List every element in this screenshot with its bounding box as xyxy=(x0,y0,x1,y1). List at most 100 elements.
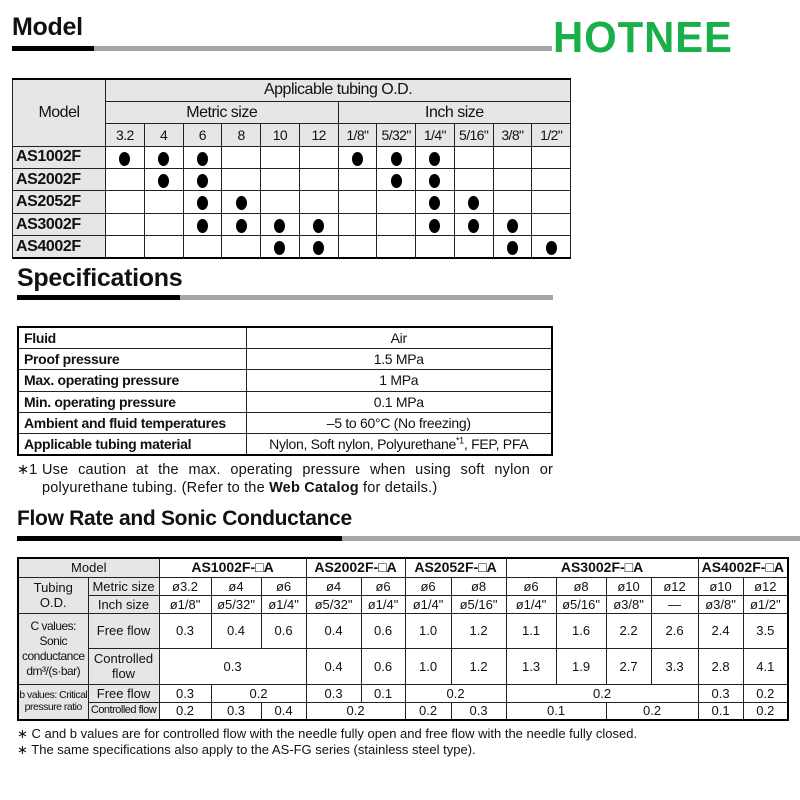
model-name: AS2002F xyxy=(12,168,106,192)
header-row: Metric size Inch size xyxy=(13,100,572,125)
value-cell: 1.0 xyxy=(404,612,452,649)
metric-size: ø12 xyxy=(742,576,789,596)
flow-notes: ∗ C and b values are for controlled flow… xyxy=(17,726,637,758)
value-cell: 0.2 xyxy=(158,701,212,721)
compat-cell xyxy=(298,168,339,192)
table-row: AS1002F xyxy=(12,145,572,170)
inch-size: ø5/32" xyxy=(305,594,362,614)
model-name: AS2002F-□A xyxy=(305,557,406,578)
compat-cell xyxy=(453,145,494,170)
compat-cell xyxy=(376,190,416,214)
compat-cell xyxy=(221,190,261,214)
compat-cell xyxy=(531,145,572,170)
compat-cell xyxy=(182,212,223,237)
dot-icon xyxy=(313,218,325,233)
value-cell: 2.4 xyxy=(697,612,744,649)
value-cell: 2.6 xyxy=(650,612,699,649)
inch-row: Inch size ø1/8" ø5/32" ø1/4" ø5/32" ø1/4" ø1/4… xyxy=(18,594,789,614)
spec-label: Fluid xyxy=(17,326,247,349)
table-row: AS2052F xyxy=(12,190,572,214)
table-row: AS2002F xyxy=(12,168,572,192)
compat-cell xyxy=(531,190,572,214)
compat-cell xyxy=(221,168,261,192)
spec-value-text: 1 MPa xyxy=(379,372,419,389)
dot-icon xyxy=(545,240,557,255)
compat-cell xyxy=(105,235,145,259)
applicable-tubing-header: Applicable tubing O.D. xyxy=(104,78,572,102)
model-name: AS4002F-□A xyxy=(697,557,789,578)
compat-cell xyxy=(376,168,416,192)
size-header: 10 xyxy=(260,123,300,147)
compat-cell xyxy=(337,168,378,192)
inch-size: ø3/8" xyxy=(697,594,744,614)
dot-icon xyxy=(196,151,208,166)
spec-value: Nylon, Soft nylon, Polyurethane*1, FEP, … xyxy=(245,433,553,456)
value-cell: 0.3 xyxy=(450,701,507,721)
metric-size-label: Metric size xyxy=(87,576,160,596)
model-name: AS2052F xyxy=(12,190,106,214)
compat-cell xyxy=(531,235,572,259)
web-catalog-link[interactable]: Web Catalog xyxy=(269,479,359,496)
c-values-label: C values: Sonic conductance dm³/(s·bar) xyxy=(17,612,89,685)
c_free-row: C values: Sonic conductance dm³/(s·bar) F… xyxy=(17,612,789,685)
model-name: AS2052F-□A xyxy=(404,557,507,578)
header-row: Model AS1002F-□A AS2002F-□A AS2052F-□A AS300… xyxy=(17,557,789,578)
dot-icon xyxy=(506,218,518,233)
compat-cell xyxy=(143,168,184,192)
metric-size: ø12 xyxy=(650,576,699,596)
metric-size: ø4 xyxy=(305,576,362,596)
spec-value-text: , FEP, PFA xyxy=(463,436,529,453)
metric-size: ø10 xyxy=(605,576,652,596)
compat-cell xyxy=(376,212,416,237)
dot-icon xyxy=(313,240,325,255)
compat-cell xyxy=(260,168,300,192)
dot-icon xyxy=(158,151,170,166)
size-header: 4 xyxy=(143,123,184,147)
spec-value: 1.5 MPa xyxy=(245,347,553,371)
inch-size: ø1/8" xyxy=(158,594,212,614)
model-header: Model xyxy=(12,78,106,147)
free-label: Free flow xyxy=(87,683,160,703)
compat-cell xyxy=(415,145,455,170)
table-row: Fluid Air xyxy=(17,326,553,349)
compat-cell xyxy=(221,212,261,237)
compat-cell xyxy=(182,190,223,214)
inch-size: ø5/32" xyxy=(210,594,262,614)
inch-size: ø1/4" xyxy=(505,594,557,614)
model-name: AS4002F xyxy=(12,235,106,259)
dot-icon xyxy=(468,196,480,211)
brand-logo: HOTNEE xyxy=(553,13,733,62)
compat-cell xyxy=(143,212,184,237)
compat-cell xyxy=(337,190,378,214)
dot-icon xyxy=(468,218,480,233)
value-cell: 1.9 xyxy=(555,647,607,685)
compat-cell xyxy=(492,168,533,192)
table-row: AS3002F xyxy=(12,212,572,237)
model-section-title: Model xyxy=(12,13,83,41)
model-name: AS1002F-□A xyxy=(158,557,307,578)
value-cell: 1.6 xyxy=(555,612,607,649)
value-cell: 1.0 xyxy=(404,647,452,685)
dot-icon xyxy=(196,173,208,188)
spec-footnote: ∗1 Use caution at the max. operating pre… xyxy=(17,462,553,497)
value-cell: 0.4 xyxy=(210,612,262,649)
spec-value-text: Air xyxy=(390,329,408,346)
compat-cell xyxy=(531,168,572,192)
flow-rate-table: Model AS1002F-□A AS2002F-□A AS2052F-□A AS300… xyxy=(17,557,790,721)
compat-cell xyxy=(492,235,533,259)
table-row: Proof pressure 1.5 MPa xyxy=(17,347,553,371)
dot-icon xyxy=(119,151,131,166)
compat-cell xyxy=(453,212,494,237)
value-cell: 2.7 xyxy=(605,647,652,685)
value-cell: 4.1 xyxy=(742,647,789,685)
spec-value: 1 MPa xyxy=(245,369,553,392)
compat-cell xyxy=(260,212,300,237)
value-cell: 0.2 xyxy=(742,683,789,703)
spec-value: 0.1 MPa xyxy=(245,390,553,414)
value-cell: 0.3 xyxy=(305,683,362,703)
size-header: 1/4" xyxy=(415,123,455,147)
flow-note: ∗ C and b values are for controlled flow… xyxy=(17,726,638,741)
footnote-text-end: for details.) xyxy=(358,479,438,496)
dot-icon xyxy=(429,196,441,211)
spec-value-text: –5 to 60°C (No freezing) xyxy=(326,415,471,432)
